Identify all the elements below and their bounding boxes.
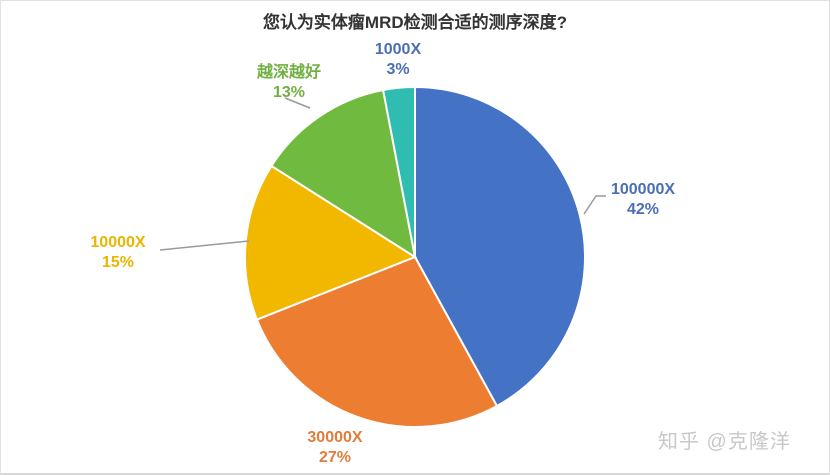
label-10000x: 10000X 15% — [78, 233, 158, 273]
leader-line — [583, 195, 606, 215]
pie-slice-1 — [255, 255, 499, 428]
leader-line — [159, 240, 250, 251]
pie-slice-4 — [381, 85, 416, 258]
slice-name: 越深越好 — [256, 64, 321, 81]
label-1000x: 1000X 3% — [365, 40, 431, 80]
pie-slice-3 — [270, 88, 417, 260]
label-deeper-better: 越深越好 13% — [244, 63, 334, 103]
slice-name: 1000X — [374, 41, 422, 58]
label-30000x: 30000X 27% — [295, 428, 375, 468]
slice-name: 100000X — [610, 181, 676, 198]
label-100000x: 100000X 42% — [598, 180, 688, 220]
chart-title: 您认为实体瘤MRD检测合适的测序深度? — [262, 13, 568, 32]
slice-percent: 13% — [272, 84, 306, 101]
leader-line — [284, 97, 311, 109]
slice-name: 30000X — [307, 429, 363, 446]
pie-slice-0 — [414, 85, 586, 408]
slice-percent: 27% — [318, 449, 352, 466]
watermark: 知乎 @克隆洋 — [658, 431, 791, 453]
slice-percent: 3% — [386, 61, 410, 78]
slice-percent: 15% — [101, 254, 135, 271]
slice-name: 10000X — [90, 234, 146, 251]
slice-percent: 42% — [626, 201, 660, 218]
